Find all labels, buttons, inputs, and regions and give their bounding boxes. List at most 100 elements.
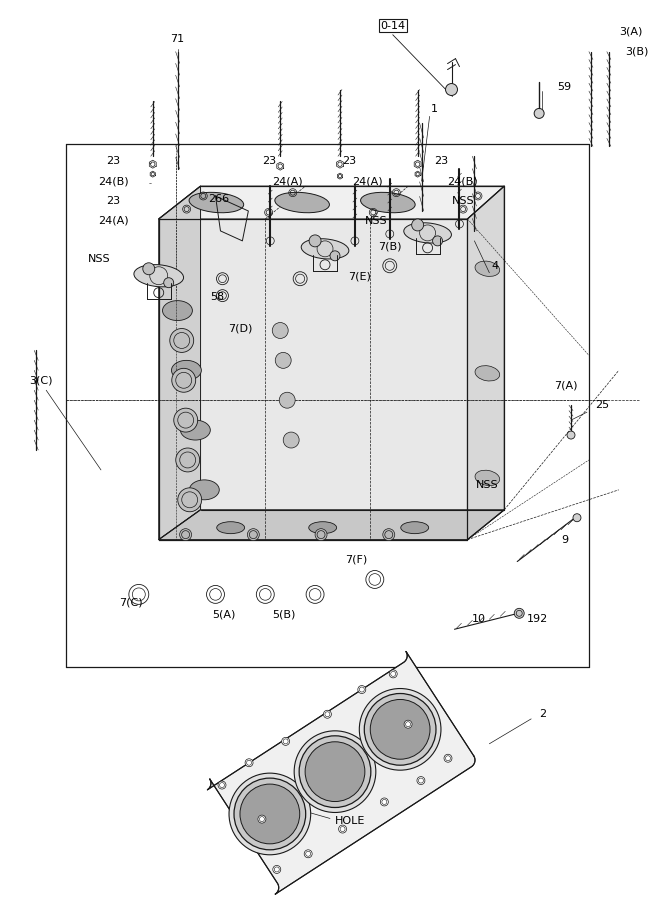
Circle shape (330, 251, 340, 261)
Text: 59: 59 (557, 82, 571, 92)
Text: 5(A): 5(A) (213, 609, 236, 619)
Circle shape (245, 759, 253, 767)
Text: NSS: NSS (88, 254, 111, 264)
Ellipse shape (361, 193, 415, 212)
Text: HOLE: HOLE (335, 816, 366, 826)
Text: 9: 9 (561, 535, 568, 544)
Text: 7(A): 7(A) (554, 381, 578, 391)
Text: 23: 23 (106, 157, 120, 166)
Circle shape (360, 688, 441, 770)
Circle shape (294, 731, 376, 813)
Text: 0-14: 0-14 (380, 21, 406, 31)
Circle shape (358, 686, 366, 694)
Text: 3(C): 3(C) (29, 375, 53, 385)
Text: NSS: NSS (452, 196, 474, 206)
Text: 23: 23 (106, 196, 120, 206)
Circle shape (573, 514, 581, 522)
Text: 3(B): 3(B) (625, 47, 648, 57)
Circle shape (234, 778, 305, 850)
Circle shape (229, 773, 311, 855)
Circle shape (240, 784, 299, 844)
Ellipse shape (475, 261, 500, 276)
Text: 25: 25 (595, 400, 609, 410)
Ellipse shape (163, 301, 192, 320)
Text: 266: 266 (208, 194, 229, 204)
Ellipse shape (475, 470, 500, 485)
Circle shape (567, 431, 575, 439)
Circle shape (446, 84, 458, 95)
Circle shape (143, 263, 155, 274)
Text: 3(A): 3(A) (619, 27, 642, 37)
Text: 1: 1 (431, 104, 438, 114)
Circle shape (272, 322, 288, 338)
Circle shape (179, 528, 191, 541)
Circle shape (412, 219, 424, 231)
Circle shape (323, 710, 331, 718)
Polygon shape (159, 509, 504, 540)
Circle shape (218, 781, 226, 789)
Circle shape (258, 815, 266, 824)
Circle shape (273, 866, 281, 873)
Circle shape (247, 528, 259, 541)
Polygon shape (159, 219, 468, 540)
Text: 4: 4 (492, 261, 498, 271)
Ellipse shape (181, 420, 210, 440)
Text: 24(A): 24(A) (352, 176, 383, 186)
Ellipse shape (217, 522, 245, 534)
Circle shape (364, 694, 436, 765)
Circle shape (315, 528, 327, 541)
Circle shape (444, 754, 452, 762)
Circle shape (339, 825, 347, 833)
Circle shape (514, 608, 524, 618)
Circle shape (163, 278, 173, 288)
Circle shape (417, 777, 425, 785)
Circle shape (433, 236, 442, 246)
Ellipse shape (189, 193, 243, 212)
Circle shape (370, 699, 430, 760)
Circle shape (172, 368, 195, 392)
Circle shape (299, 736, 371, 807)
Polygon shape (207, 652, 475, 895)
Circle shape (404, 720, 412, 728)
Text: 24(B): 24(B) (98, 176, 129, 186)
Ellipse shape (189, 480, 219, 500)
Text: 23: 23 (435, 157, 449, 166)
Circle shape (390, 670, 397, 678)
Polygon shape (468, 186, 504, 540)
Circle shape (309, 235, 321, 247)
Ellipse shape (134, 265, 183, 287)
Text: 10: 10 (472, 615, 486, 625)
Text: 58: 58 (211, 292, 225, 302)
Text: 7(C): 7(C) (119, 598, 143, 608)
Circle shape (305, 742, 365, 802)
Circle shape (281, 737, 289, 745)
Text: NSS: NSS (365, 216, 388, 226)
Polygon shape (159, 186, 201, 540)
Circle shape (170, 328, 193, 353)
Ellipse shape (309, 522, 337, 534)
Circle shape (283, 432, 299, 448)
Text: 5(B): 5(B) (272, 609, 295, 619)
Ellipse shape (275, 193, 329, 212)
Ellipse shape (401, 522, 429, 534)
Text: 24(A): 24(A) (98, 216, 129, 226)
Circle shape (380, 798, 388, 806)
Text: 71: 71 (171, 33, 185, 44)
Circle shape (177, 488, 201, 512)
Circle shape (534, 108, 544, 119)
Circle shape (176, 448, 199, 472)
Text: 2: 2 (539, 709, 546, 719)
Circle shape (383, 528, 395, 541)
Text: 192: 192 (527, 615, 548, 625)
Text: 7(E): 7(E) (348, 272, 371, 282)
Text: 24(A): 24(A) (272, 176, 303, 186)
Text: 7(B): 7(B) (378, 242, 402, 252)
Ellipse shape (404, 223, 452, 243)
Circle shape (174, 409, 197, 432)
Circle shape (275, 353, 291, 368)
Text: NSS: NSS (476, 480, 498, 490)
Text: 23: 23 (262, 157, 276, 166)
Text: 24(B): 24(B) (448, 176, 478, 186)
Text: 23: 23 (342, 157, 356, 166)
Text: 7(D): 7(D) (228, 323, 253, 334)
